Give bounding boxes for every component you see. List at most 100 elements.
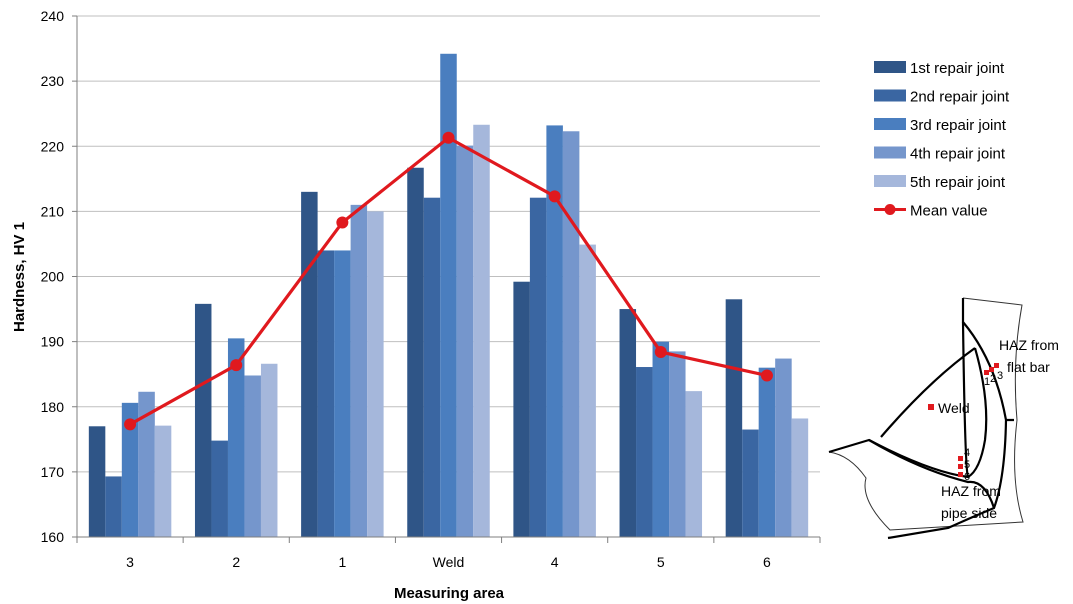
haz-point-4-label: 4 [964,447,970,459]
diagram-outer-boundary [887,298,1014,540]
bar [758,367,776,537]
y-tick-label: 200 [41,269,65,285]
bar [105,476,122,537]
haz-flat-label-line2: flat bar [1007,359,1050,375]
axes [72,15,821,543]
mean-line [124,131,773,431]
bar [423,197,441,538]
x-tick-label: 4 [551,554,559,570]
mean-value-point [548,190,561,203]
x-tick-label: Weld [433,554,465,570]
bar [121,402,139,537]
legend-swatch [874,89,906,102]
y-tick-label: 180 [41,399,65,415]
haz-pipe-label-line1: HAZ from [941,483,1001,499]
bar [334,250,351,537]
y-tick-label: 160 [41,529,65,545]
bar [407,167,424,537]
bar [440,53,457,538]
legend-label: 3rd repair joint [910,117,1007,134]
diagram-thin-outline [828,297,1024,531]
bar [562,131,580,538]
haz-point-3-marker [994,363,999,368]
bar [350,204,368,538]
mean-value-point [442,131,455,144]
mean-value-point [230,359,243,372]
haz-point-6-label: 6 [964,471,970,483]
bar [685,391,703,537]
diagram-fusion-line [828,347,988,479]
y-axis-title: Hardness, HV 1 [11,222,28,332]
mean-value-point [760,369,773,382]
diagram-weld-label: Weld [938,400,970,416]
bar [154,425,172,537]
haz-point-4-marker [958,456,963,461]
bar [88,426,106,537]
bar [513,281,530,537]
weld-cross-section-diagram: Weld 1 2 3 HAZ from flat bar 4 5 6 HAZ f… [828,297,1059,540]
bar [473,124,490,537]
legend-mean-marker [884,204,896,215]
bar [791,418,809,537]
mean-value-point [124,418,137,431]
bar [725,299,743,537]
haz-point-5-marker [958,464,963,469]
legend-label: Mean value [910,203,988,220]
bar [367,211,384,537]
haz-point-3-label: 3 [997,370,1003,382]
bar [546,125,563,537]
mean-value-point [654,346,667,359]
haz-point-1-label: 1 [984,376,990,388]
bar [742,429,759,537]
legend-label: 1st repair joint [910,60,1005,77]
y-tick-label: 170 [41,464,65,480]
haz-point-1-marker [984,370,989,375]
legend-label: 4th repair joint [910,146,1006,163]
bars [88,53,809,538]
bar [652,341,670,537]
y-tick-label: 190 [41,334,65,350]
legend-swatch [874,175,906,187]
legend-label: 5th repair joint [910,174,1006,191]
weld-point-marker [928,404,934,410]
bar [244,375,261,537]
x-tick-label: 1 [338,554,346,570]
haz-flat-label-line1: HAZ from [999,337,1059,353]
diagram-haz-flat-boundary [961,321,970,478]
y-tick-label: 210 [41,203,65,219]
x-tick-label: 3 [126,554,134,570]
y-tick-labels: 160 170 180 190 200 210 220 230 240 [41,8,65,545]
legend-label: 2nd repair joint [910,89,1010,106]
y-tick-label: 230 [41,73,65,89]
x-tick-label: 6 [763,554,771,570]
haz-point-6-marker [958,472,963,477]
bar [579,244,596,537]
bar [317,250,335,537]
legend-swatch [874,118,906,130]
y-tick-label: 240 [41,8,65,24]
legend-swatch [874,146,906,159]
x-axis-title: Measuring area [394,585,505,602]
diagram-weld-face [880,347,976,438]
bar [619,309,637,537]
bar [669,351,686,537]
mean-value-point [336,216,349,229]
haz-point-2-label: 2 [990,373,996,385]
haz-point-5-label: 5 [964,459,970,471]
bar [301,191,318,537]
bar [194,303,212,537]
bar [775,358,792,537]
y-tick-label: 220 [41,138,65,154]
bar [138,391,155,537]
bar [456,145,474,537]
bar [529,197,547,538]
x-tick-label: 2 [232,554,240,570]
haz-point-2-marker [989,367,994,372]
bar [260,363,278,537]
legend-swatch [874,61,906,73]
bar [636,367,653,537]
legend: 1st repair joint 2nd repair joint 3rd repa… [874,60,1010,220]
bar [227,338,245,537]
diagram-pipe-boundary [868,439,996,509]
